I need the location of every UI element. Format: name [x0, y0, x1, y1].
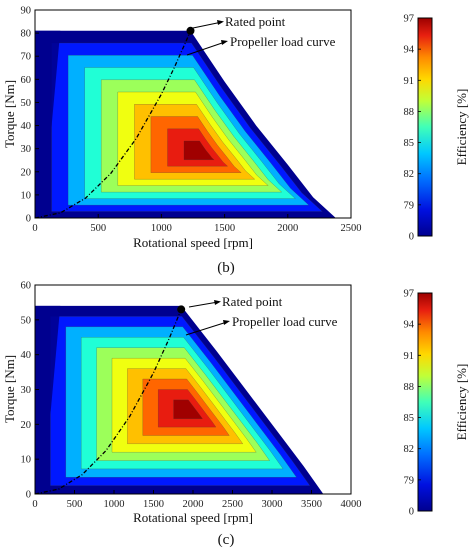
propeller-curve-leader-c — [185, 321, 228, 336]
panel-label-c: (c) — [218, 532, 235, 548]
y-tick-label: 10 — [21, 190, 32, 201]
colorbar-label-b: Efficiency [%] — [454, 89, 469, 166]
colorbar-tick-label: 91 — [404, 351, 415, 362]
rated-point-leader-c — [188, 301, 219, 308]
x-tick-label: 1500 — [214, 223, 235, 234]
efficiency-contour-band — [183, 140, 215, 161]
x-tick-label: 0 — [32, 223, 37, 234]
axis-ticks-c: 0 500 1000 1500 2000 2500 3000 3500 4000 0 10 20 30 4… — [21, 281, 362, 511]
plot-frame-b — [34, 9, 352, 219]
colorbar-tick-label: 97 — [404, 289, 415, 300]
x-tick-label: 2500 — [341, 223, 362, 234]
rated-point-label-c: Rated point — [222, 294, 283, 309]
efficiency-contour-band — [173, 399, 203, 420]
colorbar-tick-label: 0 — [409, 507, 414, 518]
propeller-curve-arrowhead-c — [223, 320, 230, 325]
colorbar-tick-label: 79 — [404, 200, 415, 211]
y-tick-label: 40 — [21, 350, 32, 361]
y-tick-label: 90 — [21, 6, 32, 17]
efficiency-map-c — [35, 285, 351, 494]
y-tick-label: 20 — [21, 420, 32, 431]
y-tick-label: 50 — [21, 315, 32, 326]
y-tick-label: 70 — [21, 52, 32, 63]
rated-point-arrowhead-b — [217, 20, 224, 25]
x-tick-label: 1500 — [143, 499, 164, 510]
x-tick-label: 1000 — [151, 223, 172, 234]
colorbar-label-c: Efficiency [%] — [454, 364, 469, 441]
propeller-curve-leader-b — [186, 41, 226, 56]
panel-c: 0 500 1000 1500 2000 2500 3000 3500 400001020304… — [2, 281, 469, 549]
rated-point-arrowhead-c — [214, 300, 221, 305]
x-tick-label: 3000 — [262, 499, 283, 510]
x-tick-label: 3500 — [301, 499, 322, 510]
y-tick-label: 80 — [21, 29, 32, 40]
propeller-curve-label-c: Propeller load curve — [232, 314, 338, 329]
x-tick-label: 0 — [32, 499, 37, 510]
x-tick-label: 2000 — [183, 499, 204, 510]
y-tick-label: 60 — [21, 281, 32, 292]
colorbar-tick-label: 94 — [404, 320, 415, 331]
x-tick-label: 1000 — [104, 499, 125, 510]
x-tick-label: 500 — [90, 223, 106, 234]
rated-point-leader-b — [192, 21, 223, 29]
y-tick-label: 60 — [21, 75, 32, 86]
efficiency-map-b — [35, 10, 351, 218]
colorbar-tick-label: 94 — [404, 45, 415, 56]
x-tick-label: 4000 — [341, 499, 362, 510]
colorbar-tick-label: 85 — [404, 138, 415, 149]
colorbar-tick-label: 85 — [404, 413, 415, 424]
rated-point-marker — [177, 305, 186, 314]
colorbar-tick-label: 82 — [404, 169, 415, 180]
propeller-load-curve — [35, 30, 192, 218]
colorbar-tick-label: 91 — [404, 76, 415, 87]
rated-point-label-b: Rated point — [225, 14, 286, 29]
low-speed-region — [35, 305, 61, 494]
rated-point-marker — [186, 26, 195, 35]
y-tick-label: 40 — [21, 121, 32, 132]
y-tick-label: 20 — [21, 167, 32, 178]
colorbar-tick-label: 82 — [404, 444, 415, 455]
colorbar-ticks-c: 97 94 91 88 85 82 79 0 — [404, 289, 421, 518]
propeller-curve-label-b: Propeller load curve — [230, 34, 336, 49]
panel-b: 0 500 1000 1500 2000 25000102030405060708090 … — [2, 6, 469, 277]
propeller-curve-arrowhead-b — [221, 40, 228, 45]
x-tick-label: 2000 — [277, 223, 298, 234]
x-axis-label-c: Rotational speed [rpm] — [133, 510, 253, 525]
colorbar-tick-label: 88 — [404, 107, 415, 118]
colorbar-ticks-b: 97 94 91 88 85 82 79 0 — [404, 14, 421, 243]
colorbar-tick-label: 88 — [404, 382, 415, 393]
colorbar-c — [417, 292, 433, 512]
y-tick-label: 0 — [26, 214, 31, 225]
panel-label-b: (b) — [217, 260, 235, 276]
y-tick-label: 30 — [21, 144, 32, 155]
low-speed-region — [35, 30, 61, 218]
y-tick-label: 0 — [26, 490, 31, 501]
y-tick-label: 30 — [21, 385, 32, 396]
colorbar-tick-label: 97 — [404, 14, 415, 25]
y-tick-label: 10 — [21, 455, 32, 466]
x-tick-label: 2500 — [222, 499, 243, 510]
y-axis-label-b: Torque [Nm] — [2, 80, 17, 148]
colorbar-tick-label: 0 — [409, 232, 414, 243]
propeller-load-curve — [35, 309, 182, 494]
y-axis-label-c: Torque [Nm] — [2, 355, 17, 423]
x-tick-label: 500 — [67, 499, 83, 510]
colorbar-b — [417, 17, 433, 237]
x-axis-label-b: Rotational speed [rpm] — [133, 235, 253, 250]
colorbar-tick-label: 79 — [404, 475, 415, 486]
y-tick-label: 50 — [21, 98, 32, 109]
axis-ticks-b: 0 500 1000 1500 2000 2500 0 10 20 30 40 50 60 70 80 90 — [21, 6, 362, 235]
